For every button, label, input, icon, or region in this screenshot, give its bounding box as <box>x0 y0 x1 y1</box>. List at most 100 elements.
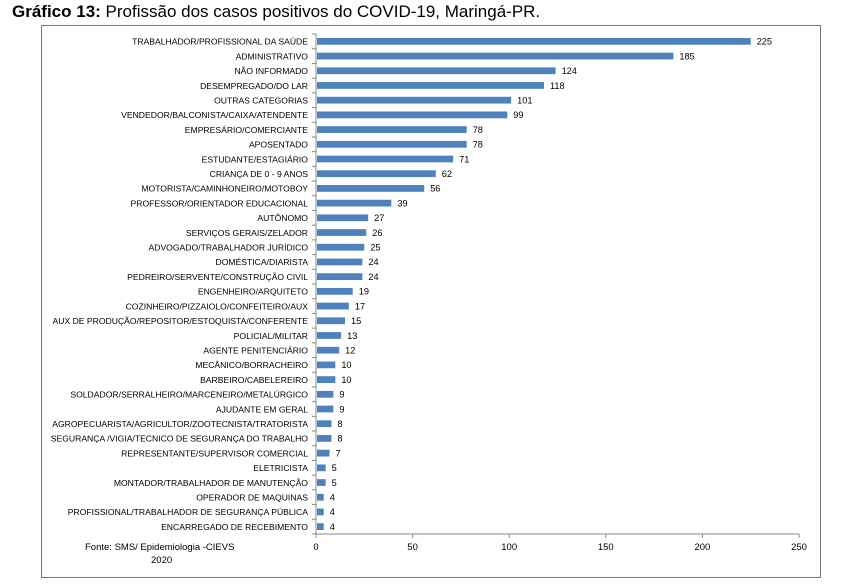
data-label: 99 <box>513 110 523 120</box>
x-tick-label: 250 <box>791 542 807 553</box>
category-label: ELETRICISTA <box>253 463 308 473</box>
title-text: Profissão dos casos positivos do COVID-1… <box>100 2 541 21</box>
bar-chart: 0 50 100 150 200 250 TRABALHADOR/PROFISSIONAL … <box>51 33 807 553</box>
data-label: 5 <box>332 478 337 488</box>
x-tick-label: 150 <box>598 542 614 553</box>
data-label: 10 <box>341 375 351 385</box>
category-label: OUTRAS CATEGORIAS <box>214 95 308 105</box>
bar <box>317 464 326 472</box>
data-label: 4 <box>330 522 335 532</box>
bar <box>317 273 363 281</box>
x-tick-label: 200 <box>694 542 710 553</box>
bar <box>317 332 342 339</box>
data-label: 13 <box>347 331 357 341</box>
bar <box>317 435 332 442</box>
bar <box>317 243 365 251</box>
bar <box>317 405 334 413</box>
bar <box>317 140 467 148</box>
bar <box>317 361 336 369</box>
data-label: 39 <box>397 198 407 208</box>
bar <box>317 390 334 398</box>
category-label: TRABALHADOR/PROFISSIONAL DA SAÚDE <box>132 37 308 47</box>
data-label: 118 <box>550 81 565 91</box>
bar <box>317 317 345 325</box>
category-label: MECÂNICO/BORRACHEIRO <box>195 360 308 370</box>
data-label: 12 <box>345 345 355 355</box>
x-tick-label: 50 <box>407 542 418 553</box>
data-label: 10 <box>341 360 351 370</box>
bar <box>317 67 556 75</box>
chart-title: Gráfico 13: Profissão dos casos positivo… <box>12 2 540 22</box>
source-line: Fonte: SMS/ Epidemiologia -CIEVS <box>85 542 235 553</box>
category-label: AUTÔNOMO <box>257 213 308 223</box>
bar <box>317 258 363 266</box>
data-label: 56 <box>430 184 440 194</box>
data-label: 4 <box>330 493 335 503</box>
bar <box>317 52 674 60</box>
data-label: 9 <box>339 404 344 414</box>
category-label: APOSENTADO <box>249 140 308 150</box>
bar <box>317 479 326 486</box>
data-label: 17 <box>355 301 365 311</box>
data-label: 62 <box>442 169 452 179</box>
bar <box>317 170 436 178</box>
category-label: ESTUDANTE/ESTAGIÁRIO <box>202 154 309 164</box>
bar <box>317 508 324 516</box>
bar <box>317 493 324 501</box>
x-tick-label: 100 <box>501 542 517 553</box>
category-label: REPRESENTANTE/SUPERVISOR COMERCIAL <box>121 448 308 458</box>
bar <box>317 155 454 163</box>
data-label: 78 <box>473 125 483 135</box>
category-label: ADVOGADO/TRABALHADOR JURÍDICO <box>149 243 309 253</box>
category-label: DOMÉSTICA/DIARISTA <box>216 257 309 267</box>
data-label: 8 <box>337 434 342 444</box>
category-label: SEGURANÇA /VIGIA/TECNICO DE SEGURANÇA DO… <box>51 434 309 444</box>
category-label: MONTADOR/TRABALHADOR DE MANUTENÇÃO <box>114 478 308 488</box>
bar <box>317 449 330 457</box>
data-label: 124 <box>562 66 577 76</box>
data-label: 9 <box>339 390 344 400</box>
category-label: MOTORISTA/CAMINHONEIRO/MOTOBOY <box>141 184 308 194</box>
category-label: AUX DE PRODUÇÃO/REPOSITOR/ESTOQUISTA/CON… <box>53 316 309 326</box>
bar <box>317 229 367 236</box>
data-label: 8 <box>337 419 342 429</box>
bar <box>317 523 324 531</box>
category-label: SERVIÇOS GERAIS/ZELADOR <box>186 228 308 238</box>
chart-frame: 0 50 100 150 200 250 TRABALHADOR/PROFISSIONAL … <box>41 25 821 578</box>
category-label: ENCARREGADO DE RECEBIMENTO <box>161 522 308 532</box>
data-label: 15 <box>351 316 361 326</box>
data-label: 26 <box>372 228 382 238</box>
bar <box>317 96 512 104</box>
data-label: 225 <box>757 37 772 47</box>
data-label: 19 <box>359 287 369 297</box>
x-tick-label: 0 <box>313 542 318 553</box>
category-label: EMPRESÁRIO/COMERCIANTE <box>185 125 308 135</box>
category-label: PEDREIRO/SERVENTE/CONSTRUÇÃO CIVIL <box>127 272 308 282</box>
category-label: PROFESSOR/ORIENTADOR EDUCACIONAL <box>131 198 309 208</box>
data-label: 4 <box>330 507 335 517</box>
category-label: ADMINISTRATIVO <box>236 51 309 61</box>
category-label: SOLDADOR/SERRALHEIRO/MARCENEIRO/METALÚRG… <box>70 390 308 400</box>
bar <box>317 346 340 354</box>
category-label: AJUDANTE EM GERAL <box>216 404 308 414</box>
data-label: 7 <box>336 448 341 458</box>
bar <box>317 82 544 89</box>
bar <box>317 420 332 428</box>
source-year: 2020 <box>151 555 173 566</box>
data-label: 71 <box>459 154 469 164</box>
bar <box>317 111 508 119</box>
data-label: 5 <box>332 463 337 473</box>
data-label: 24 <box>368 272 378 282</box>
category-label: COZINHEIRO/PIZZAIOLO/CONFEITEIRO/AUX <box>126 301 309 311</box>
category-label: AGENTE PENITENCIÁRIO <box>203 345 308 355</box>
figure-number: Gráfico 13: <box>12 2 101 21</box>
source-note: Fonte: SMS/ Epidemiologia -CIEVS 2020 <box>85 541 234 567</box>
category-label: PROFISSIONAL/TRABALHADOR DE SEGURANÇA PÚ… <box>68 507 308 517</box>
category-label: NÃO INFORMADO <box>234 66 308 76</box>
bar <box>317 214 369 222</box>
category-label: OPERADOR DE MAQUINAS <box>196 493 308 503</box>
data-label: 27 <box>374 213 384 223</box>
category-label: AGROPECUARISTA/AGRICULTOR/ZOOTECNISTA/TR… <box>52 419 308 429</box>
bar <box>317 376 336 383</box>
bar <box>317 199 392 207</box>
